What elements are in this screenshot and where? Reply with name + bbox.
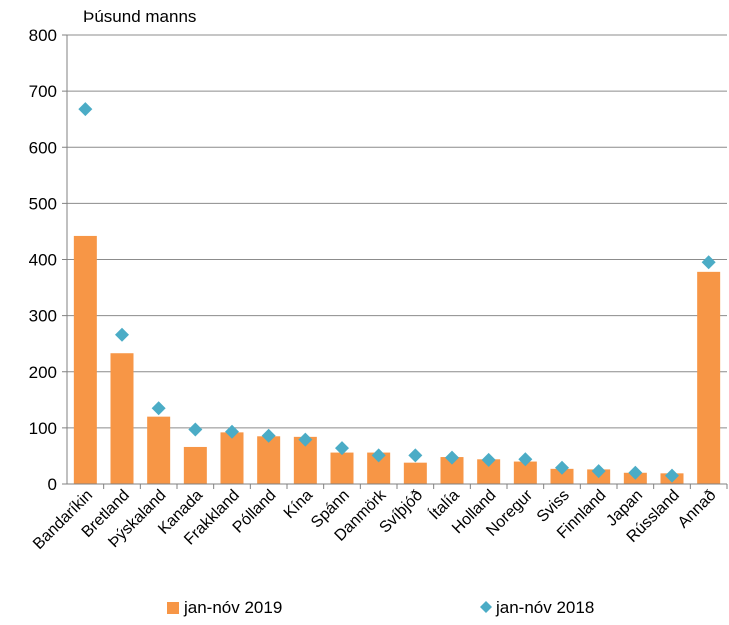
diamond-marker bbox=[225, 424, 239, 439]
diamond-marker bbox=[701, 255, 716, 270]
bar bbox=[147, 416, 171, 484]
diamond-marker bbox=[188, 422, 203, 437]
diamond-marker bbox=[555, 460, 569, 475]
y-axis-unit-label: Þúsund manns bbox=[83, 7, 196, 26]
bar bbox=[440, 457, 464, 484]
bar bbox=[73, 235, 97, 484]
legend-label-2018: jan-nóv 2018 bbox=[495, 598, 594, 617]
y-tick-label: 500 bbox=[29, 194, 57, 213]
diamond-marker bbox=[628, 465, 643, 480]
bar bbox=[367, 452, 391, 484]
legend: jan-nóv 2019 jan-nóv 2018 bbox=[167, 598, 594, 617]
diamond-marker bbox=[261, 428, 276, 443]
legend-label-2019: jan-nóv 2019 bbox=[183, 598, 282, 617]
category-label: Bandaríkin bbox=[30, 487, 96, 553]
bar bbox=[403, 462, 427, 484]
y-tick-label: 200 bbox=[29, 363, 57, 382]
bar bbox=[697, 271, 721, 484]
y-tick-label: 800 bbox=[29, 26, 57, 45]
legend-swatch-diamond bbox=[480, 601, 492, 613]
y-tick-label: 100 bbox=[29, 419, 57, 438]
diamond-marker bbox=[665, 468, 679, 483]
bar bbox=[257, 436, 281, 484]
diamond-marker bbox=[481, 452, 496, 467]
category-label: Annað bbox=[675, 487, 720, 532]
bar bbox=[293, 436, 317, 484]
y-tick-label: 600 bbox=[29, 138, 57, 157]
marker-series bbox=[78, 102, 716, 483]
diamond-marker bbox=[298, 432, 313, 447]
bar bbox=[513, 461, 537, 484]
bar-series bbox=[73, 235, 721, 484]
y-axis-ticks: 0 100 200 300 400 500 600 700 800 bbox=[29, 26, 67, 494]
y-tick-label: 0 bbox=[48, 475, 57, 494]
diamond-marker bbox=[78, 102, 93, 117]
diamond-marker bbox=[151, 401, 166, 416]
bar bbox=[550, 468, 574, 484]
gridlines bbox=[67, 34, 727, 429]
bar bbox=[110, 353, 134, 484]
diamond-marker bbox=[335, 441, 349, 456]
y-tick-label: 300 bbox=[29, 307, 57, 326]
diamond-marker bbox=[445, 450, 459, 465]
diamond-marker bbox=[115, 327, 129, 342]
diamond-marker bbox=[591, 464, 606, 479]
diamond-marker bbox=[371, 448, 386, 463]
bar bbox=[477, 459, 501, 484]
diamond-marker bbox=[408, 448, 423, 463]
diamond-marker bbox=[518, 452, 533, 467]
bar bbox=[220, 432, 244, 484]
y-tick-label: 700 bbox=[29, 82, 57, 101]
bar bbox=[183, 446, 207, 484]
y-tick-label: 400 bbox=[29, 251, 57, 270]
category-labels: BandaríkinBretlandÞýskalandKanadaFrakkla… bbox=[30, 484, 728, 553]
legend-swatch-bar bbox=[167, 602, 179, 614]
bar bbox=[330, 452, 354, 484]
